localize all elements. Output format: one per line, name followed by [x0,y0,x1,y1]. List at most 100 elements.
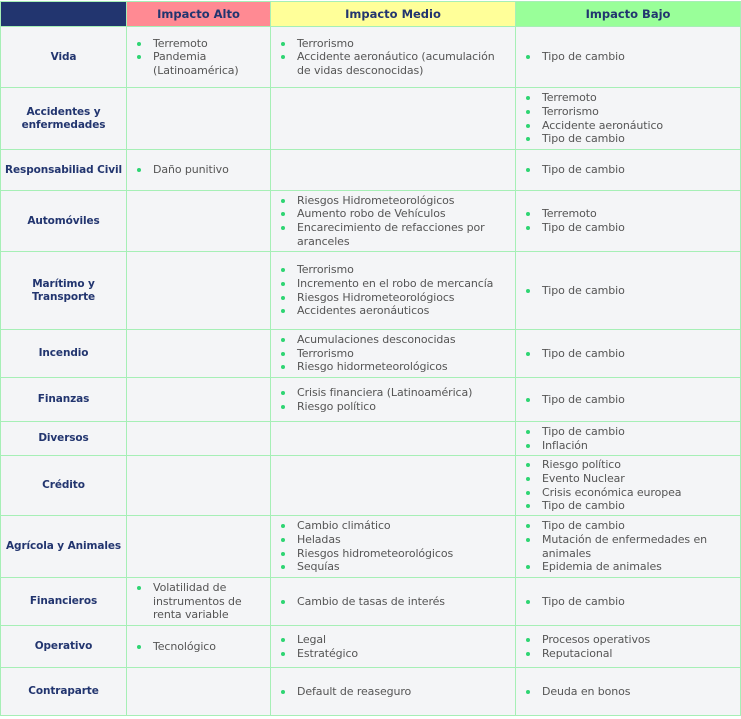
cell-bajo: Tipo de cambio [515,377,741,422]
cell-bajo: Terremoto Terrorismo Accidente aeronáutico… [515,87,741,150]
bullet-list: Procesos operativos Reputacional [520,633,736,660]
list-item: Terrorismo [281,263,511,277]
cell-alto [126,87,271,150]
row-label: Marítimo y Transporte [0,251,127,330]
bullet-list: Tipo de cambio [520,347,736,361]
cell-bajo: Deuda en bonos [515,667,741,716]
bullet-list: Tipo de cambio [520,284,736,298]
list-item: Daño punitivo [137,163,266,177]
bullet-list: Default de reaseguro [275,685,511,699]
list-item: Tipo de cambio [526,163,736,177]
list-item: Tecnológico [137,640,266,654]
cell-medio: Default de reaseguro [270,667,516,716]
row-label: Agrícola y Animales [0,515,127,578]
list-item: Accidente aeronáutico [526,119,736,133]
cell-bajo: Terremoto Tipo de cambio [515,190,741,252]
cell-medio: Terrorismo Accidente aeronáutico (acumula… [270,26,516,88]
list-item: Terrorismo [281,37,511,51]
list-item: Legal [281,633,511,647]
cell-medio: Legal Estratégico [270,625,516,668]
list-item: Aumento robo de Vehículos [281,207,511,221]
cell-medio: Terrorismo Incremento en el robo de merca… [270,251,516,330]
list-item: Mutación de enfermedades en animales [526,533,736,560]
bullet-list: Acumulaciones desconocidas Terrorismo Ries… [275,333,511,374]
list-item: Accidente aeronáutico (acumulación de vi… [281,50,511,77]
cell-bajo: Tipo de cambio [515,149,741,191]
list-item: Tipo de cambio [526,499,736,513]
cell-bajo: Tipo de cambio [515,26,741,88]
cell-medio [270,421,516,456]
row-label: Automóviles [0,190,127,252]
list-item: Deuda en bonos [526,685,736,699]
cell-alto [126,251,271,330]
list-item: Terremoto [137,37,266,51]
table-row: Marítimo y Transporte Terrorismo Increment… [0,251,741,330]
cell-medio [270,149,516,191]
cell-medio: Crisis financiera (Latinoamérica) Riesgo … [270,377,516,422]
list-item: Tipo de cambio [526,221,736,235]
cell-bajo: Tipo de cambio [515,329,741,378]
row-label: Responsabiliad Civil [0,149,127,191]
list-item: Evento Nuclear [526,472,736,486]
list-item: Tipo de cambio [526,284,736,298]
cell-alto [126,329,271,378]
table-row: Responsabiliad Civil Daño punitivo Tipo de… [0,149,741,191]
list-item: Acumulaciones desconocidas [281,333,511,347]
cell-alto: Tecnológico [126,625,271,668]
list-item: Tipo de cambio [526,425,736,439]
list-item: Accidentes aeronáuticos [281,304,511,318]
bullet-list: Riesgos Hidrometeorológicos Aumento robo … [275,194,511,248]
list-item: Riesgo político [526,458,736,472]
table-row: Operativo Tecnológico Legal Estratégico Proc… [0,625,741,668]
cell-alto [126,377,271,422]
list-item: Tipo de cambio [526,132,736,146]
table-row: Vida Terremoto Pandemia (Latinoamérica) Ter… [0,26,741,88]
list-item: Estratégico [281,647,511,661]
list-item: Riesgos Hidrometeorológicos [281,194,511,208]
list-item: Terrorismo [526,105,736,119]
row-label: Incendio [0,329,127,378]
table-row: Agrícola y Animales Cambio climático Helad… [0,515,741,578]
list-item: Procesos operativos [526,633,736,647]
bullet-list: Tipo de cambio [520,50,736,64]
bullet-list: Tipo de cambio Mutación de enfermedades e… [520,519,736,573]
cell-alto [126,421,271,456]
cell-alto: Terremoto Pandemia (Latinoamérica) [126,26,271,88]
bullet-list: Terremoto Terrorismo Accidente aeronáutico… [520,91,736,145]
row-label: Crédito [0,455,127,516]
cell-bajo: Tipo de cambio [515,577,741,626]
cell-alto [126,190,271,252]
table-row: Financieros Volatilidad de instrumentos d… [0,577,741,626]
cell-medio: Acumulaciones desconocidas Terrorismo Ries… [270,329,516,378]
bullet-list: Daño punitivo [131,163,266,177]
table-row: Finanzas Crisis financiera (Latinoamérica… [0,377,741,422]
list-item: Pandemia (Latinoamérica) [137,50,266,77]
cell-alto [126,455,271,516]
bullet-list: Terremoto Pandemia (Latinoamérica) [131,37,266,78]
list-item: Crisis financiera (Latinoamérica) [281,386,511,400]
bullet-list: Tipo de cambio [520,393,736,407]
bullet-list: Deuda en bonos [520,685,736,699]
row-label: Financieros [0,577,127,626]
list-item: Volatilidad de instrumentos de renta var… [137,581,266,622]
list-item: Crisis económica europea [526,486,736,500]
list-item: Terremoto [526,207,736,221]
bullet-list: Tecnológico [131,640,266,654]
bullet-list: Terrorismo Incremento en el robo de merca… [275,263,511,317]
row-label: Vida [0,26,127,88]
header-impacto-alto: Impacto Alto [126,1,271,27]
list-item: Terremoto [526,91,736,105]
table-row: Automóviles Riesgos Hidrometeorológicos Au… [0,190,741,252]
list-item: Tipo de cambio [526,595,736,609]
list-item: Tipo de cambio [526,50,736,64]
list-item: Tipo de cambio [526,519,736,533]
table-row: Crédito Riesgo político Evento Nuclear Cris… [0,455,741,516]
list-item: Inflación [526,439,736,453]
cell-medio: Cambio de tasas de interés [270,577,516,626]
list-item: Incremento en el robo de mercancía [281,277,511,291]
cell-medio: Cambio climático Heladas Riesgos hidromete… [270,515,516,578]
list-item: Tipo de cambio [526,347,736,361]
list-item: Cambio climático [281,519,511,533]
list-item: Reputacional [526,647,736,661]
